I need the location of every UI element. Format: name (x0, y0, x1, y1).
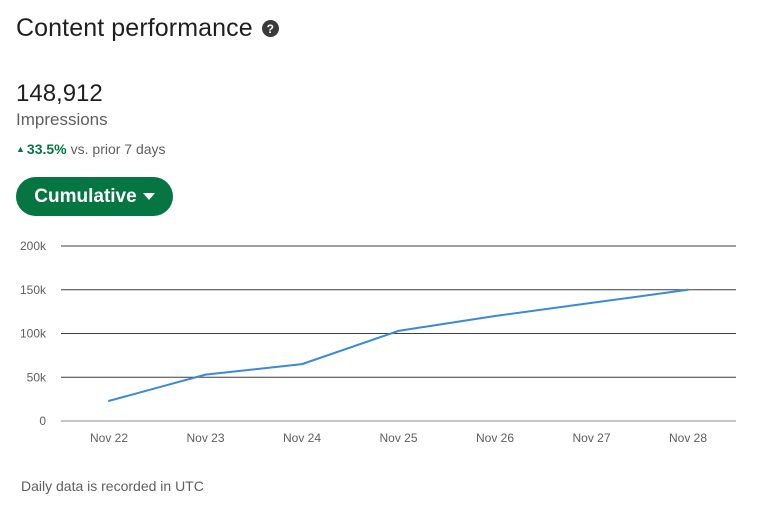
change-suffix: vs. prior 7 days (70, 141, 166, 157)
data-point[interactable] (108, 399, 110, 402)
data-point[interactable] (687, 288, 689, 291)
cumulative-dropdown[interactable]: Cumulative (16, 177, 173, 216)
x-tick-label: Nov 24 (283, 431, 321, 445)
impressions-label: Impressions (16, 110, 108, 129)
header: Content performance ? (16, 14, 279, 43)
y-tick-label: 100k (20, 327, 47, 341)
x-tick-label: Nov 22 (90, 431, 128, 445)
impressions-chart: 0 50k 100k 150k 200k Nov 22 Nov 23 Nov 24 Nov 25… (20, 239, 736, 445)
impressions-metric: 148,912 (16, 80, 103, 108)
x-tick-label: Nov 23 (186, 431, 224, 445)
y-tick-label: 200k (20, 239, 47, 253)
y-tick-label: 0 (39, 414, 46, 428)
y-tick-label: 50k (27, 370, 47, 384)
help-icon[interactable]: ? (261, 20, 279, 37)
x-tick-label: Nov 28 (669, 431, 707, 445)
y-tick-label: 150k (20, 283, 47, 297)
series-line (108, 288, 689, 402)
change-value: 33.5% (26, 141, 67, 157)
trend-up-icon: ▲ (16, 144, 25, 154)
data-point[interactable] (397, 329, 400, 332)
page-title: Content performance (16, 14, 253, 42)
impressions-value: 148,912 (16, 80, 103, 107)
x-tick-label: Nov 27 (572, 431, 610, 445)
data-point[interactable] (204, 373, 207, 376)
data-point[interactable] (590, 301, 593, 304)
dropdown-label: Cumulative (34, 185, 137, 207)
x-tick-label: Nov 25 (379, 431, 417, 445)
data-point[interactable] (494, 315, 496, 317)
x-tick-label: Nov 26 (476, 431, 514, 445)
data-point[interactable] (301, 363, 303, 366)
change-indicator: ▲ 33.5% vs. prior 7 days (16, 141, 166, 157)
footnote: Daily data is recorded in UTC (21, 478, 204, 494)
caret-down-icon (142, 193, 155, 200)
